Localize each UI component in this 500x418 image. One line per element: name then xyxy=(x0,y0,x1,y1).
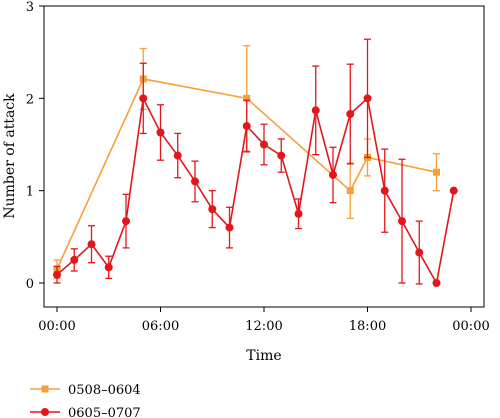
data-point xyxy=(277,151,286,160)
y-tick-label: 3 xyxy=(26,0,34,15)
data-point xyxy=(449,186,458,195)
legend-marker xyxy=(41,385,49,393)
y-tick-label: 1 xyxy=(26,185,34,200)
data-point xyxy=(311,106,320,115)
tick-group: 00:00 06:00 12:00 18:00 00:00 0 1 2 3 xyxy=(26,0,490,334)
data-point xyxy=(173,151,182,160)
data-point xyxy=(70,255,79,264)
data-point xyxy=(433,168,440,176)
data-point xyxy=(329,170,337,179)
data-point xyxy=(260,140,268,149)
x-tick-label: 18:00 xyxy=(349,319,386,334)
data-point xyxy=(363,94,372,103)
data-point xyxy=(346,110,355,119)
x-tick-label: 06:00 xyxy=(142,319,179,334)
legend-label: 0605–0707 xyxy=(68,406,141,418)
data-point xyxy=(380,186,389,195)
series-line xyxy=(56,95,455,286)
legend-label: 0508–0604 xyxy=(68,383,141,398)
series-1 xyxy=(53,38,458,287)
data-point xyxy=(53,270,61,279)
data-point xyxy=(242,122,251,131)
data-point xyxy=(225,223,234,232)
y-axis-label: Number of attack xyxy=(2,93,18,219)
y-tick-label: 2 xyxy=(26,92,34,107)
x-axis-label: Time xyxy=(246,348,281,364)
data-point xyxy=(415,248,424,257)
data-point xyxy=(294,209,303,218)
x-tick-label: 00:00 xyxy=(38,319,75,334)
data-point xyxy=(156,128,165,137)
data-point xyxy=(87,240,96,249)
data-point xyxy=(398,217,406,226)
legend-item: 0605–0707 xyxy=(30,406,141,418)
data-point xyxy=(191,177,199,186)
x-tick-label: 12:00 xyxy=(245,319,282,334)
series-layer xyxy=(53,38,458,287)
y-tick-label: 0 xyxy=(26,277,34,292)
data-point xyxy=(243,94,251,102)
data-point xyxy=(432,279,441,287)
legend: 0508–0604 0605–0707 xyxy=(30,383,141,418)
data-point xyxy=(122,217,130,226)
x-tick-label: 00:00 xyxy=(452,319,489,334)
legend-item: 0508–0604 xyxy=(30,383,141,398)
data-point xyxy=(208,205,217,214)
data-point xyxy=(104,263,113,272)
series-0 xyxy=(53,45,440,280)
data-point xyxy=(139,94,148,103)
data-point xyxy=(346,187,354,195)
legend-marker xyxy=(41,408,49,416)
